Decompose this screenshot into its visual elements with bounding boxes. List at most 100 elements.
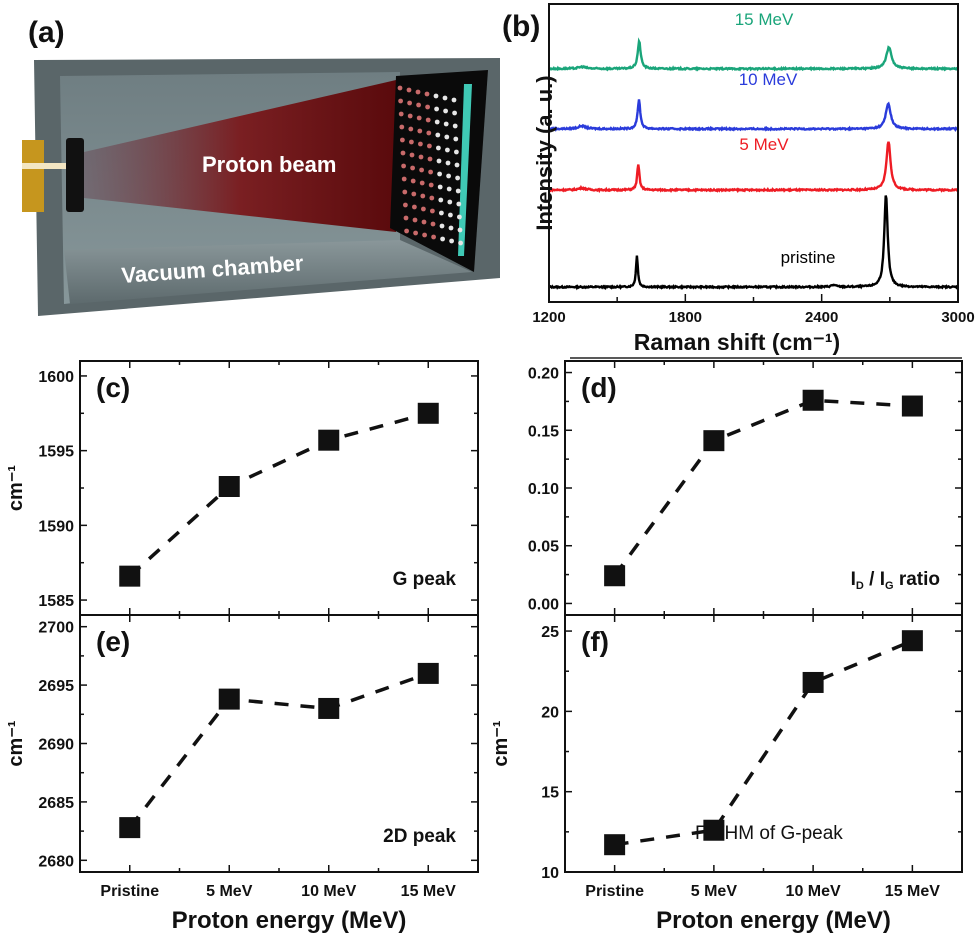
atom xyxy=(403,202,408,208)
data-point xyxy=(703,819,725,841)
atom xyxy=(437,184,443,190)
atom xyxy=(439,210,444,216)
beam-port-flange xyxy=(22,140,44,212)
y-tick-label: 0.00 xyxy=(528,596,559,613)
beam-aperture xyxy=(66,138,84,212)
y-tick-label: 0.15 xyxy=(528,423,559,440)
x-axis-label: Raman shift (cm⁻¹) xyxy=(634,329,840,355)
atom xyxy=(439,223,445,229)
spectrum-label: 15 MeV xyxy=(735,10,794,29)
spectrum-pristine xyxy=(548,195,959,291)
data-point xyxy=(119,817,141,839)
atom xyxy=(409,152,415,158)
atom xyxy=(407,113,413,119)
annotation: 2D peak xyxy=(383,826,456,847)
atom xyxy=(453,136,459,142)
atom xyxy=(436,158,442,164)
panel-label: (d) xyxy=(581,372,617,403)
atom xyxy=(419,180,425,186)
y-axis-label: cm⁻¹ xyxy=(5,720,27,766)
raman-spectra xyxy=(548,37,959,291)
atom xyxy=(400,150,406,156)
data-point xyxy=(218,476,240,498)
atom xyxy=(438,197,444,203)
trend-line xyxy=(613,398,913,577)
atom xyxy=(448,212,453,218)
spectrum-15-mev xyxy=(548,37,959,72)
atom xyxy=(429,195,435,201)
x-tick-label: 5 MeV xyxy=(206,883,253,900)
trend-line xyxy=(128,411,429,578)
x-tick-label: 1200 xyxy=(532,309,565,326)
atom xyxy=(427,156,433,162)
y-axis-label: cm⁻¹ xyxy=(5,465,27,511)
y-tick-label: 1600 xyxy=(38,369,74,386)
atom xyxy=(434,106,439,112)
panel-c: 1585 1590 1595 1600 (c) cm⁻¹ G peak xyxy=(5,360,479,616)
proton-beam-label: Proton beam xyxy=(202,152,336,177)
data-point xyxy=(218,688,240,710)
atom xyxy=(403,215,409,221)
atom xyxy=(397,85,403,91)
spectrum-5-mev xyxy=(548,141,959,194)
atom xyxy=(447,199,453,205)
data-point xyxy=(604,565,626,587)
y-tick-label: 2680 xyxy=(38,853,74,870)
spectrum-label: 5 MeV xyxy=(739,135,789,154)
atom xyxy=(445,147,450,153)
x-tick-label: 2400 xyxy=(805,309,838,326)
atom xyxy=(406,87,412,93)
atom xyxy=(426,130,432,136)
data-point xyxy=(417,662,439,684)
y-tick-label: 1595 xyxy=(38,444,74,461)
atom xyxy=(449,238,454,244)
atom xyxy=(408,126,414,132)
atom xyxy=(443,121,449,127)
panel-label: (c) xyxy=(96,372,130,403)
atom xyxy=(437,171,442,177)
panels-c-to-f: 1585 1590 1595 1600 (c) cm⁻¹ G peak 0.00 0.05 0.1… xyxy=(5,360,963,934)
atom xyxy=(411,191,417,197)
data-point xyxy=(901,630,923,652)
atom xyxy=(452,110,457,116)
atom xyxy=(421,206,426,212)
atom xyxy=(446,186,452,192)
atom xyxy=(428,182,434,188)
atom xyxy=(454,162,460,168)
atom xyxy=(448,225,454,231)
annotation: G peak xyxy=(393,569,457,590)
atom xyxy=(436,145,441,151)
atom xyxy=(418,154,424,160)
atom xyxy=(425,104,430,110)
spectra-labels: pristine 5 MeV 10 MeV 15 MeV xyxy=(735,10,836,267)
atom xyxy=(401,163,406,169)
y-tick-label: 10 xyxy=(541,865,559,882)
chamber-floor xyxy=(64,240,472,304)
data-point xyxy=(901,395,923,417)
x-tick-label: Pristine xyxy=(585,883,644,900)
atom xyxy=(442,95,448,101)
panel-a: (a) Proton beam Vacuum chamber xyxy=(22,16,500,316)
annotation: ID / IG ratio xyxy=(851,569,940,592)
atom xyxy=(399,124,405,130)
y-tick-label: 0.20 xyxy=(528,366,559,383)
atom xyxy=(400,137,405,143)
y-axis-label: cm⁻¹ xyxy=(490,720,512,766)
panel-label: (e) xyxy=(96,626,130,657)
y-tick-label: 15 xyxy=(541,785,559,802)
trend-line xyxy=(614,639,914,847)
atom xyxy=(407,100,412,106)
atom xyxy=(434,119,440,125)
x-tick-label: 15 MeV xyxy=(401,883,456,900)
atom xyxy=(440,236,445,242)
atom xyxy=(420,193,426,199)
atom xyxy=(455,175,460,181)
panel-b: (b) pristine 5 MeV 10 MeV 15 MeV 1200 1800 24… xyxy=(502,3,975,359)
y-tick-label: 1585 xyxy=(38,593,74,610)
y-tick-label: 2690 xyxy=(38,737,74,754)
atom xyxy=(431,234,436,240)
atom xyxy=(409,139,414,145)
data-point xyxy=(417,402,439,424)
atom xyxy=(422,232,427,238)
